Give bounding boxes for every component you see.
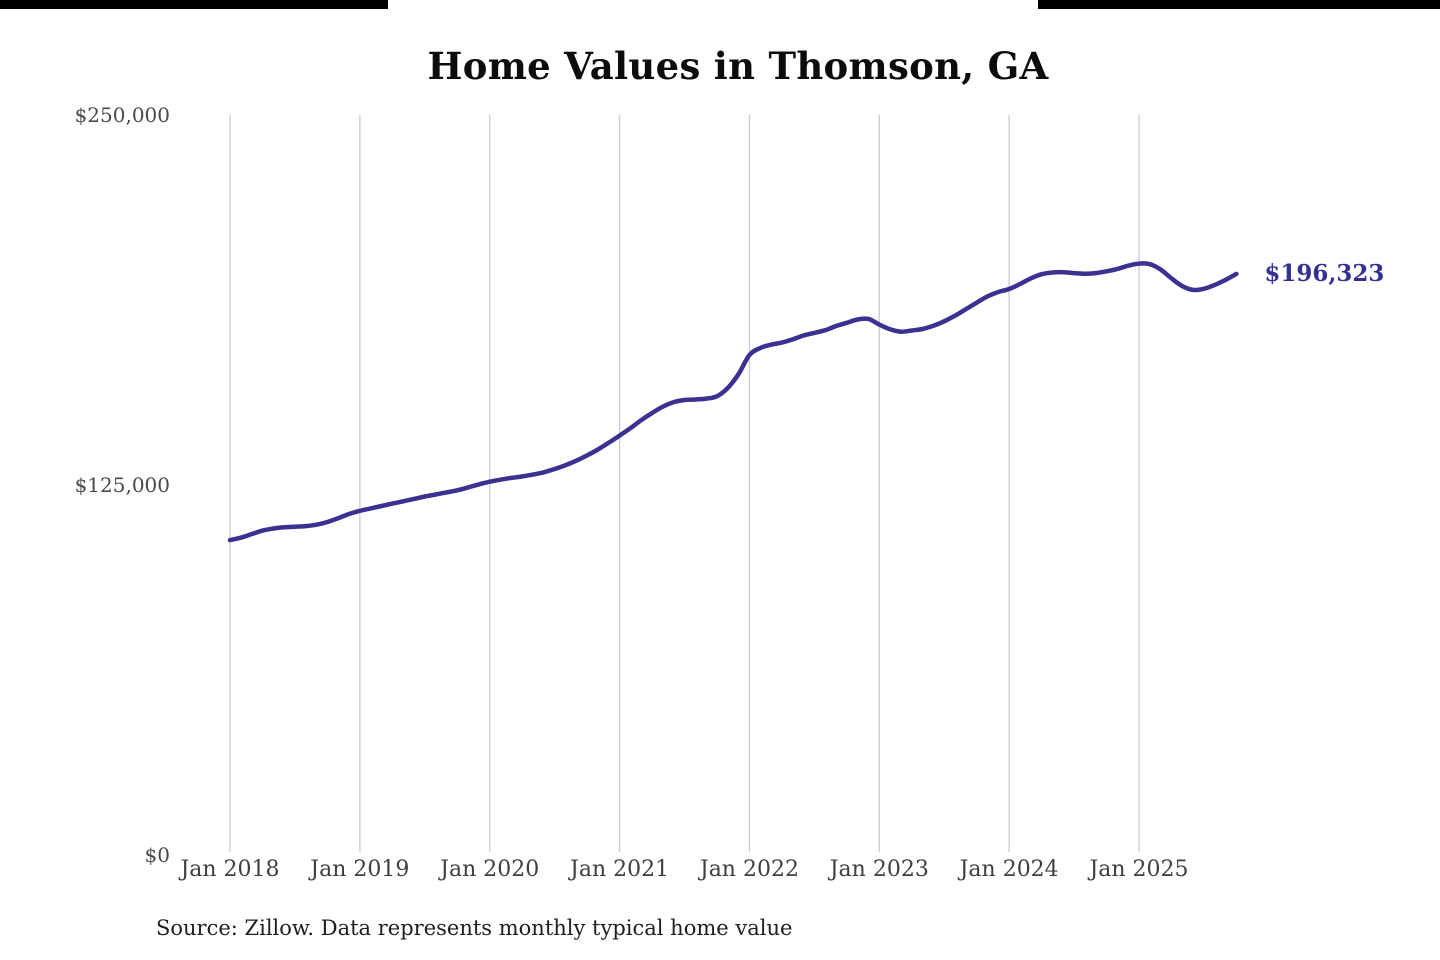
x-tick-label: Jan 2025 [1089,857,1189,882]
y-tick-label: $125,000 [74,473,170,497]
vertical-gridlines [229,115,1140,852]
x-tick-label: Jan 2018 [180,857,280,882]
x-tick-label: Jan 2022 [699,857,799,882]
x-tick-label: Jan 2020 [440,857,540,882]
home-value-line [227,261,1239,543]
x-tick-label: Jan 2021 [570,857,670,882]
top-edge-bar-right [1038,0,1440,9]
x-tick-label: Jan 2024 [959,857,1059,882]
latest-value-label: $196,323 [1264,259,1385,287]
x-tick-label: Jan 2023 [829,857,929,882]
source-note: Source: Zillow. Data represents monthly … [156,916,793,940]
x-tick-label: Jan 2019 [310,857,410,882]
y-tick-label: $0 [144,843,170,867]
chart-title: Home Values in Thomson, GA [427,44,1049,88]
top-edge-bar-left [0,0,388,9]
y-tick-label: $250,000 [74,103,170,127]
